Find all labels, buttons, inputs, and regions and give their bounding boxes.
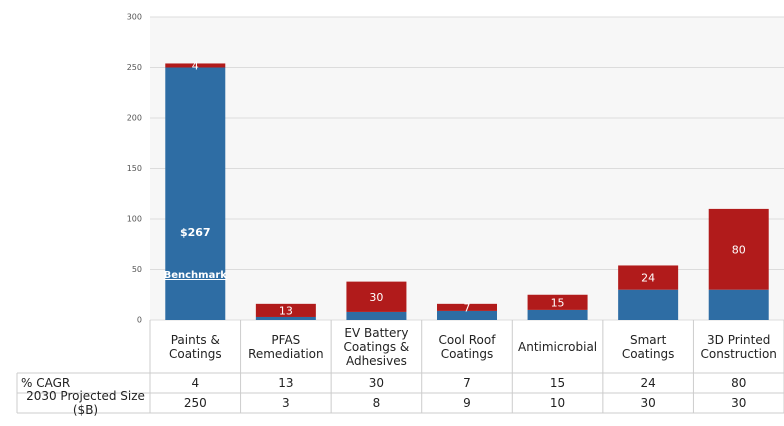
table-cell: 13 bbox=[278, 376, 294, 390]
table-cell: 15 bbox=[549, 376, 566, 390]
table-cell: 9 bbox=[463, 396, 471, 410]
table-cell: 3 bbox=[282, 396, 290, 410]
table-cell: 10 bbox=[549, 396, 566, 410]
bar-segment bbox=[255, 316, 316, 320]
bar-segment bbox=[165, 63, 226, 68]
bar-segment bbox=[346, 311, 407, 320]
table-cell: 4 bbox=[191, 376, 200, 390]
bar-segment bbox=[618, 265, 679, 290]
table-cell: 30 bbox=[731, 396, 747, 410]
annotation: Benchmark bbox=[164, 270, 228, 281]
bar-segment bbox=[437, 303, 497, 311]
data-label: 13 bbox=[279, 304, 293, 317]
data-label: 7 bbox=[464, 301, 471, 314]
data-label: 80 bbox=[732, 243, 746, 256]
y-tick-label: 100 bbox=[127, 215, 142, 224]
table-cell: 250 bbox=[183, 396, 207, 410]
y-tick-label: 0 bbox=[137, 316, 142, 325]
row-label: 2030 Projected Size ($B) bbox=[26, 389, 145, 417]
annotation: $267 bbox=[180, 226, 211, 239]
y-tick-label: 300 bbox=[127, 13, 142, 22]
category-label: Cool Roof Coatings bbox=[438, 332, 496, 361]
table-cell: 7 bbox=[463, 376, 471, 390]
data-label: 4 bbox=[192, 59, 199, 72]
row-label: % CAGR bbox=[21, 376, 71, 390]
y-tick-label: 250 bbox=[127, 63, 142, 72]
category-label: Antimicrobial bbox=[518, 339, 598, 354]
y-tick-label: 50 bbox=[132, 265, 142, 274]
category-label: Smart Coatings bbox=[621, 332, 675, 361]
data-label: 15 bbox=[551, 296, 565, 309]
bar-segment bbox=[708, 208, 769, 290]
table-cell: 80 bbox=[731, 376, 747, 390]
bar-segment bbox=[527, 309, 588, 320]
bar-segment bbox=[165, 67, 226, 320]
bar-segment bbox=[346, 281, 407, 312]
table-cell: 8 bbox=[372, 396, 381, 410]
table-cell: 24 bbox=[640, 376, 656, 390]
y-tick-label: 200 bbox=[127, 114, 142, 123]
bar-segment bbox=[618, 289, 679, 320]
bar-segment bbox=[255, 303, 316, 317]
bar-segment bbox=[437, 310, 497, 320]
category-label: PFAS Remediation bbox=[248, 332, 324, 361]
bar-segment bbox=[708, 289, 769, 320]
data-label: 30 bbox=[369, 291, 383, 304]
category-label: Paints & Coatings bbox=[168, 332, 222, 361]
data-label: 24 bbox=[641, 272, 655, 285]
table-cell: 30 bbox=[368, 376, 385, 390]
table-cell: 30 bbox=[640, 396, 656, 410]
category-label: EV Battery Coatings & Adhesives bbox=[343, 325, 410, 368]
y-tick-label: 150 bbox=[127, 164, 142, 173]
category-label: 3D Printed Construction bbox=[700, 332, 777, 361]
bar-segment bbox=[527, 294, 588, 310]
